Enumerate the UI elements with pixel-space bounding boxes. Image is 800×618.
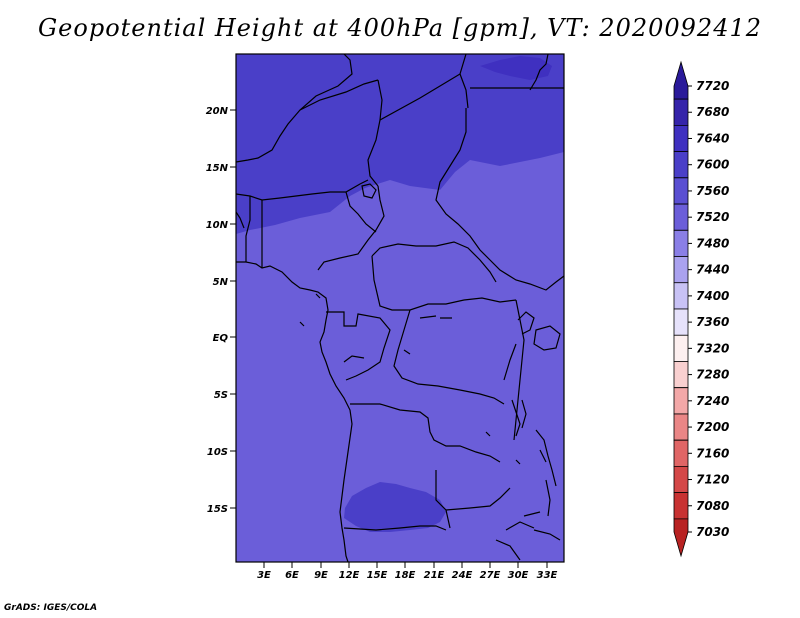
colorbar-label: 7680 xyxy=(696,105,729,119)
colorbar-label: 7480 xyxy=(696,236,729,250)
colorbar-cell xyxy=(673,229,689,257)
colorbar-cell xyxy=(673,203,689,231)
lon-label: 18E xyxy=(395,570,416,581)
colorbar-label: 7400 xyxy=(696,289,729,303)
lon-label: 21E xyxy=(424,570,445,581)
colorbar-label: 7560 xyxy=(696,184,729,198)
shading-north xyxy=(236,54,564,234)
colorbar-label: 7200 xyxy=(696,420,729,434)
colorbar-label: 7520 xyxy=(696,210,729,224)
colorbar-label: 7440 xyxy=(696,263,729,277)
lon-label: 6E xyxy=(285,570,299,581)
colorbar-label: 7720 xyxy=(696,79,729,93)
footer-credit: GrADS: IGES/COLA xyxy=(4,603,98,613)
lon-axis: 3E 6E 9E 12E 15E 18E 21E 24E 27E 30E 33E xyxy=(257,562,558,581)
map-frame xyxy=(235,53,565,563)
colorbar-cell xyxy=(673,151,689,179)
lon-label: 30E xyxy=(508,570,529,581)
lat-label: EQ xyxy=(213,333,229,344)
colorbar-label: 7030 xyxy=(696,525,729,539)
colorbar-cell xyxy=(673,439,689,467)
colorbar-label: 7320 xyxy=(696,341,729,355)
colorbar-cell xyxy=(673,98,689,126)
map-borders xyxy=(236,54,564,562)
lon-label: 24E xyxy=(452,570,473,581)
colorbar-label: 7280 xyxy=(696,368,729,382)
lat-label: 20N xyxy=(206,106,229,117)
colorbar-cell xyxy=(673,518,689,558)
colorbar-label: 7120 xyxy=(696,473,729,487)
colorbar-cell xyxy=(673,334,689,362)
colorbar: 7720 7680 7640 7600 7560 7520 7480 7440 7400 7360… xyxy=(673,60,729,558)
colorbar-cell xyxy=(673,387,689,415)
lat-label: 5N xyxy=(213,277,229,288)
chart-title: Geopotential Height at 400hPa [gpm], VT:… xyxy=(38,14,762,42)
colorbar-cell xyxy=(673,282,689,310)
colorbar-label: 7160 xyxy=(696,446,729,460)
lon-label: 12E xyxy=(339,570,360,581)
lat-label: 10N xyxy=(206,220,229,231)
colorbar-cell xyxy=(673,308,689,336)
lon-label: 3E xyxy=(257,570,271,581)
colorbar-cell xyxy=(673,256,689,284)
colorbar-label: 7640 xyxy=(696,131,729,145)
lat-label: 5S xyxy=(214,390,228,401)
colorbar-cell xyxy=(673,361,689,389)
shading-south-blob xyxy=(344,482,446,532)
lon-label: 27E xyxy=(480,570,501,581)
colorbar-cell xyxy=(673,492,689,520)
colorbar-label: 7600 xyxy=(696,158,729,172)
colorbar-label: 7080 xyxy=(696,499,729,513)
lon-label: 33E xyxy=(537,570,558,581)
lon-label: 15E xyxy=(367,570,388,581)
colorbar-cell xyxy=(673,466,689,494)
shading-top-patch xyxy=(480,56,552,80)
lon-label: 9E xyxy=(314,570,328,581)
colorbar-cell xyxy=(673,60,689,100)
colorbar-cell xyxy=(673,177,689,205)
lat-label: 15N xyxy=(206,163,229,174)
lat-label: 10S xyxy=(207,447,228,458)
colorbar-cell xyxy=(673,124,689,152)
colorbar-label: 7360 xyxy=(696,315,729,329)
colorbar-label: 7240 xyxy=(696,394,729,408)
lat-axis: 20N 15N 10N 5N EQ 5S 10S 15S xyxy=(206,106,236,515)
colorbar-cell xyxy=(673,413,689,441)
lat-label: 15S xyxy=(207,504,228,515)
